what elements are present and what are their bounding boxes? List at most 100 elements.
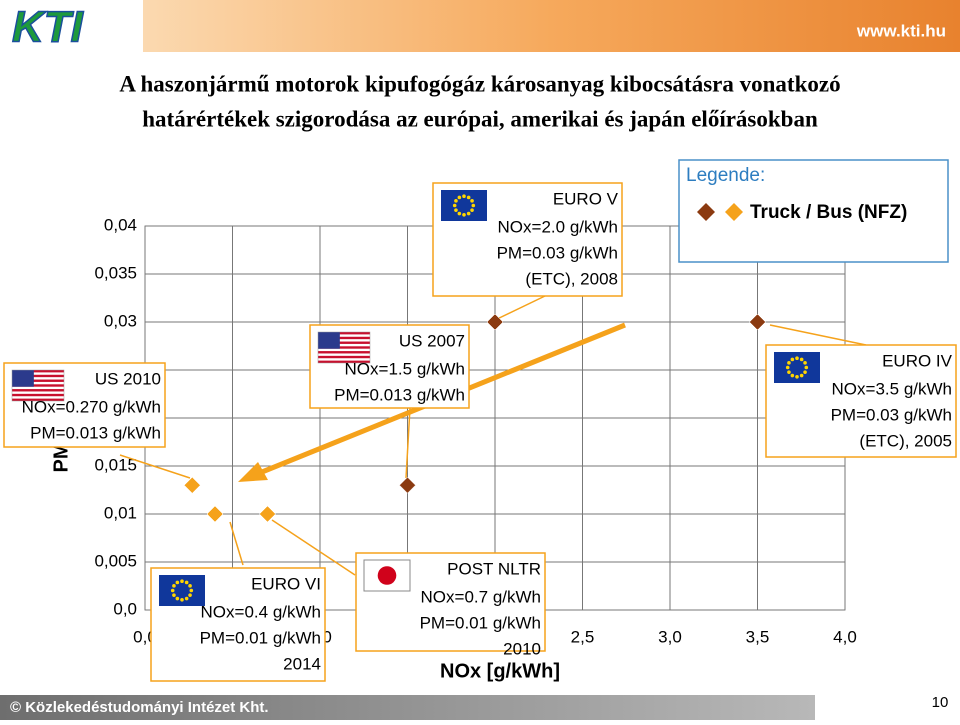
flag-stripe: [318, 336, 370, 340]
point: [206, 505, 224, 523]
flag-star: [803, 370, 807, 374]
flag-stripe: [12, 393, 64, 397]
legend-marker: [697, 203, 715, 221]
annotation-line: 2014: [283, 654, 321, 673]
annotation-line: (ETC), 2008: [525, 269, 618, 288]
flag-stripe: [318, 341, 370, 344]
flag-star: [790, 373, 795, 378]
annotation-line: (ETC), 2005: [859, 431, 952, 450]
y-tick-label: 0,015: [94, 455, 137, 474]
leader-line: [229, 521, 244, 566]
flag-star: [787, 361, 791, 365]
flag-star: [462, 213, 466, 217]
point: [399, 476, 416, 494]
x-tick-label: 4,0: [833, 627, 857, 646]
annotation-line: NOx=2.0 g/kWh: [498, 217, 618, 236]
flag-stripe: [318, 360, 370, 363]
flag-star: [188, 584, 192, 588]
flag-canton: [12, 370, 34, 387]
leader-line: [492, 295, 546, 322]
footer-text: © Közlekedéstudományi Intézet Kht.: [10, 699, 269, 716]
flag-star: [184, 596, 189, 601]
annotation-line: NOx=3.5 g/kWh: [832, 379, 952, 398]
flag-star: [454, 208, 458, 212]
annotation-line: PM=0.013 g/kWh: [334, 385, 465, 404]
flag-star: [470, 208, 474, 212]
flag-stripe: [318, 346, 370, 349]
flag-stripe: [318, 332, 370, 335]
header-bar: [143, 0, 960, 52]
annotation-line: NOx=0.270 g/kWh: [22, 397, 161, 416]
annotation-title: US 2007: [399, 331, 465, 350]
flag-star: [787, 370, 791, 374]
annotation-line: NOx=1.5 g/kWh: [345, 359, 465, 378]
title: határértékek szigorodása az európai, ame…: [142, 106, 818, 131]
y-tick-label: 0,01: [104, 503, 137, 522]
flag-stripe: [12, 370, 64, 373]
flag-star: [188, 593, 192, 597]
flag-stripe: [318, 351, 370, 354]
title: A haszonjármű motorok kipufogógáz károsa…: [119, 71, 840, 96]
flag-star: [462, 194, 466, 198]
flag-star: [180, 598, 184, 602]
point: [749, 313, 766, 331]
flag-stripe: [12, 384, 64, 387]
leader-line: [405, 407, 411, 479]
legend-box: [678, 159, 949, 263]
annotation-title: POST NLTR: [447, 559, 541, 578]
flag-star: [189, 588, 194, 593]
flag-star: [466, 195, 471, 200]
flag-star: [170, 588, 175, 593]
y-tick-label: 0,005: [94, 551, 137, 570]
y-tick-label: 0,03: [104, 311, 137, 330]
flag-star: [470, 199, 474, 203]
flag-border: [11, 369, 65, 402]
flag-star: [790, 357, 795, 362]
flag-star: [466, 211, 471, 216]
y-tick-label: 0,035: [94, 263, 137, 282]
flag-border: [317, 331, 371, 364]
flag-star: [454, 199, 458, 203]
flag-stripe: [12, 398, 64, 401]
y-tick-label: 0,04: [104, 215, 137, 234]
flag-star: [175, 596, 180, 601]
flag-stripe: [12, 374, 64, 378]
flag-star: [184, 580, 189, 585]
flag-star: [172, 584, 176, 588]
x-tick-label: 3,0: [658, 627, 682, 646]
x-tick-label: 2,5: [571, 627, 595, 646]
flag-stripe: [12, 389, 64, 392]
annotation-title: EURO VI: [251, 574, 321, 593]
url: www.kti.hu: [856, 21, 946, 40]
annotation-line: NOx=0.7 g/kWh: [421, 587, 541, 606]
annotation-line: PM=0.013 g/kWh: [30, 423, 161, 442]
flag-stripe: [12, 379, 64, 382]
annotation-line: PM=0.03 g/kWh: [831, 405, 952, 424]
legend-marker: [725, 203, 743, 221]
point: [183, 476, 201, 494]
annotation-line: PM=0.01 g/kWh: [200, 628, 321, 647]
flag-stripe: [318, 355, 370, 359]
annotation-line: NOx=0.4 g/kWh: [201, 602, 321, 621]
annotation-title: EURO V: [553, 189, 619, 208]
flag-star: [799, 357, 804, 362]
logo: KTI: [12, 3, 84, 52]
flag-canton: [318, 332, 340, 349]
leader-line: [769, 324, 867, 346]
flag-star: [175, 580, 180, 585]
flag-star: [803, 361, 807, 365]
leader-line: [119, 454, 191, 479]
arrow-head: [238, 462, 268, 482]
footer-bar: [0, 695, 815, 720]
annotation-title: EURO IV: [882, 351, 953, 370]
x-tick-label: 3,5: [746, 627, 770, 646]
flag-star: [795, 356, 799, 361]
legend-label: Truck / Bus (NFZ): [750, 202, 907, 223]
annotation-line: PM=0.03 g/kWh: [497, 243, 618, 262]
flag-star: [457, 211, 462, 216]
flag-star: [452, 203, 457, 208]
x-axis-label: NOx [g/kWh]: [440, 660, 560, 682]
leader-line: [271, 519, 356, 576]
page-number: 10: [932, 694, 949, 711]
